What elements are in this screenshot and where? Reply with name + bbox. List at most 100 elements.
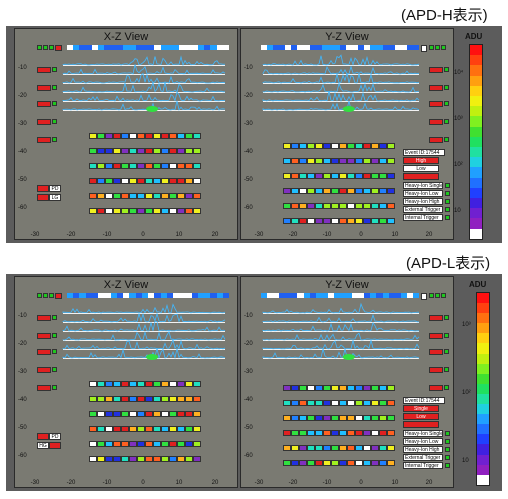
y-tick-label: -60	[18, 205, 27, 211]
hit-cell	[363, 445, 371, 451]
hit-cell	[387, 430, 395, 436]
strip-segment	[179, 45, 186, 50]
xz-lg-tag[interactable]	[37, 194, 49, 201]
strip-segment	[412, 293, 420, 298]
scale-band	[477, 454, 489, 465]
hit-cell	[97, 426, 105, 432]
scale-band	[470, 208, 482, 219]
trigger-item[interactable]: Heavy-Ion High	[403, 197, 450, 205]
high-gain-button[interactable]: High	[403, 157, 439, 164]
hit-cell	[97, 381, 105, 387]
single-button[interactable]: Single	[403, 405, 439, 412]
low-gain-button[interactable]: Low	[403, 165, 439, 172]
trigger-label: Internal Trigger	[403, 213, 443, 221]
hit-cell	[97, 193, 105, 199]
hit-cell	[177, 133, 185, 139]
hit-cell	[161, 178, 169, 184]
xz-view-title: X-Z View	[103, 31, 149, 43]
hit-cell	[161, 381, 169, 387]
xz-lg-button[interactable]: LG	[49, 194, 61, 201]
x-tick-label: 20	[211, 480, 219, 486]
waveform-trace	[62, 64, 226, 75]
hit-cell	[169, 208, 177, 214]
strip-segment	[91, 293, 99, 298]
hit-cell	[121, 208, 129, 214]
trigger-item[interactable]: External Trigger	[403, 453, 450, 461]
hit-cell	[331, 173, 339, 179]
xz-pd-tag[interactable]	[37, 185, 49, 192]
x-tick-label: 10	[391, 480, 399, 486]
strip-segment	[91, 45, 99, 50]
hit-cell	[137, 381, 145, 387]
xz-pd-tag[interactable]	[37, 433, 49, 440]
hit-cell	[331, 415, 339, 421]
waveform-trace	[62, 338, 226, 350]
strip-segment	[204, 45, 211, 50]
yz-view-title: Y-Z View	[325, 279, 369, 291]
hit-cell	[129, 208, 137, 214]
strip-segment	[210, 293, 217, 298]
x-tick-label: -10	[102, 232, 112, 238]
trigger-item[interactable]: Heavy-Ion Single	[403, 181, 450, 189]
trigger-item[interactable]: Internal Trigger	[403, 461, 450, 469]
trigger-item[interactable]: Heavy-Ion Low	[403, 437, 450, 445]
hit-cell	[89, 193, 97, 199]
hit-cell	[113, 133, 121, 139]
x-tick-label: -20	[288, 232, 298, 238]
trigger-item[interactable]: Heavy-Ion Low	[403, 189, 450, 197]
waveform-trace	[62, 348, 226, 360]
hit-cell	[315, 203, 323, 209]
strip-segment	[110, 293, 117, 298]
hit-cell	[105, 208, 113, 214]
xz-hg-tag[interactable]	[49, 442, 61, 449]
waveform-trace	[62, 72, 226, 84]
trigger-item[interactable]: Heavy-Ion Single	[403, 429, 450, 437]
strip-segment	[291, 293, 298, 298]
hit-cell	[339, 218, 347, 224]
channel-green-indicator	[444, 85, 449, 90]
trigger-label: Heavy-Ion High	[403, 197, 443, 205]
hit-cell	[193, 163, 201, 169]
hit-map-row	[89, 426, 201, 432]
hit-cell	[291, 173, 299, 179]
yz-strip-tag	[421, 293, 427, 300]
strip-segment	[364, 293, 371, 298]
low-gain-button[interactable]: Low	[403, 413, 439, 420]
xz-hg-button[interactable]: HG	[37, 442, 49, 449]
hit-cell	[339, 460, 347, 466]
hit-map-row	[89, 396, 201, 402]
xz-pd-button[interactable]: PD	[49, 185, 61, 192]
yz-hit-strip	[261, 45, 420, 50]
hit-cell	[331, 218, 339, 224]
hit-cell	[307, 445, 315, 451]
hit-map-row	[283, 173, 395, 179]
scale-band	[477, 363, 489, 374]
hit-cell	[315, 445, 323, 451]
strip-segment	[400, 45, 407, 50]
hit-cell	[105, 148, 113, 154]
waveform-trace	[262, 65, 420, 75]
strip-segment	[216, 45, 223, 50]
xz-pd-button[interactable]: PD	[49, 433, 61, 440]
channel-green-indicator	[444, 385, 449, 390]
strip-segment	[309, 293, 316, 298]
hit-cell	[347, 385, 355, 391]
hit-cell	[315, 430, 323, 436]
hit-cell	[89, 411, 97, 417]
strip-segment	[116, 45, 124, 50]
strip-segment	[172, 45, 180, 50]
hit-cell	[185, 148, 193, 154]
hit-cell	[137, 456, 145, 462]
trigger-item[interactable]: Internal Trigger	[403, 213, 450, 221]
hit-map-row	[283, 430, 395, 436]
hit-cell	[323, 188, 331, 194]
strip-segment	[261, 293, 268, 298]
trigger-item[interactable]: Heavy-Ion High	[403, 445, 450, 453]
trigger-item[interactable]: External Trigger	[403, 205, 450, 213]
hit-cell	[347, 430, 355, 436]
y-tick-label: -20	[244, 341, 253, 347]
hit-cell	[121, 381, 129, 387]
channel-green-indicator	[52, 101, 57, 106]
x-tick-label: 0	[141, 232, 145, 238]
hit-cell	[105, 426, 113, 432]
